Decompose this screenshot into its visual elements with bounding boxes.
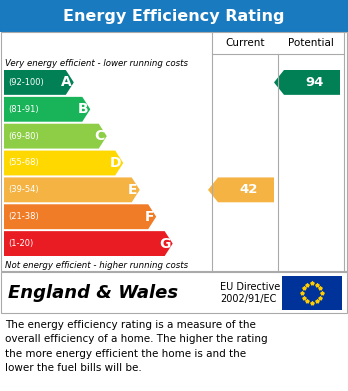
Text: A: A	[61, 75, 72, 90]
Text: Not energy efficient - higher running costs: Not energy efficient - higher running co…	[5, 260, 188, 269]
Bar	[1, 32, 347, 271]
Text: EU Directive: EU Directive	[220, 282, 280, 292]
Text: Potential: Potential	[288, 38, 334, 48]
Text: G: G	[159, 237, 171, 251]
Text: The energy efficiency rating is a measure of the
overall efficiency of a home. T: The energy efficiency rating is a measur…	[5, 320, 268, 373]
Polygon shape	[4, 204, 156, 229]
Polygon shape	[4, 70, 74, 95]
Bar	[282, 276, 342, 310]
Bar	[1, 272, 347, 313]
Text: England & Wales: England & Wales	[8, 284, 178, 302]
Text: (21-38): (21-38)	[8, 212, 39, 221]
Text: (92-100): (92-100)	[8, 78, 44, 87]
Text: 2002/91/EC: 2002/91/EC	[220, 294, 276, 304]
Polygon shape	[274, 70, 340, 95]
Text: E: E	[128, 183, 138, 197]
Text: (39-54): (39-54)	[8, 185, 39, 194]
Text: 94: 94	[306, 76, 324, 89]
Text: (81-91): (81-91)	[8, 105, 39, 114]
Text: C: C	[95, 129, 105, 143]
Polygon shape	[4, 151, 123, 176]
Polygon shape	[208, 178, 274, 202]
Text: (69-80): (69-80)	[8, 132, 39, 141]
Text: 42: 42	[240, 183, 258, 196]
Polygon shape	[4, 178, 140, 202]
Polygon shape	[4, 124, 107, 149]
Polygon shape	[4, 97, 90, 122]
Text: (55-68): (55-68)	[8, 158, 39, 167]
Text: Very energy efficient - lower running costs: Very energy efficient - lower running co…	[5, 59, 188, 68]
Polygon shape	[4, 231, 173, 256]
Text: D: D	[110, 156, 121, 170]
Text: B: B	[78, 102, 88, 116]
Text: Energy Efficiency Rating: Energy Efficiency Rating	[63, 9, 285, 23]
Text: Current: Current	[225, 38, 265, 48]
Text: F: F	[145, 210, 154, 224]
Bar	[0, 0, 348, 32]
Text: (1-20): (1-20)	[8, 239, 33, 248]
